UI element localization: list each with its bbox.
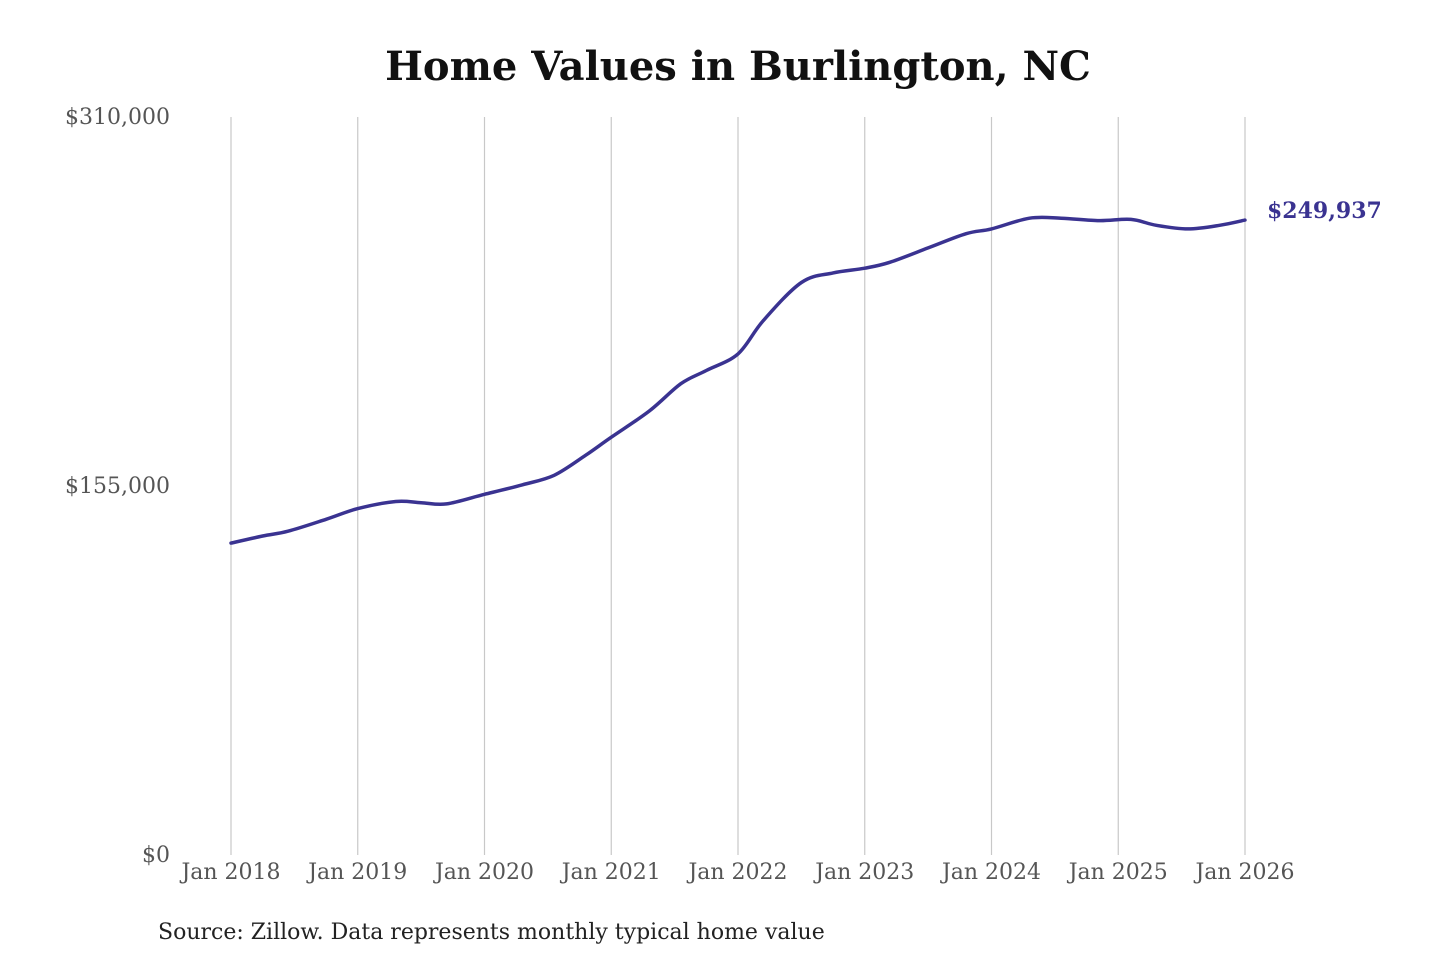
x-tick-label: Jan 2026 [1193,860,1294,885]
y-tick-label: $0 [142,843,170,868]
end-value-label: $249,937 [1267,198,1382,224]
y-axis-ticks: $0 $155,000 $310,000 [65,105,170,868]
source-note: Source: Zillow. Data represents monthly … [158,920,825,945]
x-tick-label: Jan 2021 [560,860,661,885]
x-axis-ticks: Jan 2018 Jan 2019 Jan 2020 Jan 2021 Jan 2022… [179,860,1294,885]
y-tick-label: $310,000 [65,105,170,130]
chart-title: Home Values in Burlington, NC [385,43,1091,90]
series-line [229,215,1247,545]
x-tick-label: Jan 2025 [1067,860,1168,885]
x-tick-label: Jan 2018 [179,860,280,885]
gridlines [230,117,1246,855]
x-tick-label: Jan 2023 [813,860,914,885]
x-tick-label: Jan 2020 [433,860,534,885]
x-tick-label: Jan 2019 [306,860,407,885]
x-tick-label: Jan 2022 [686,860,787,885]
x-tick-label: Jan 2024 [940,860,1041,885]
y-tick-label: $155,000 [65,474,170,499]
